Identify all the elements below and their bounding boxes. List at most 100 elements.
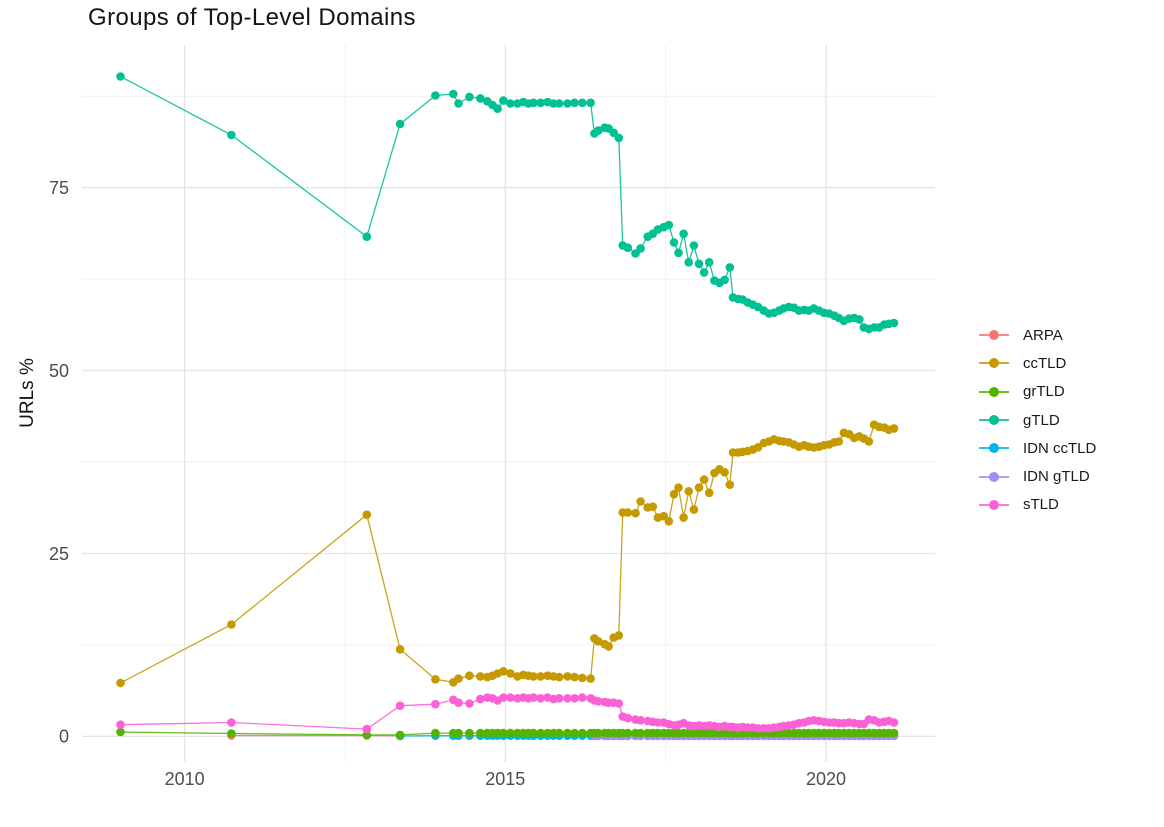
legend-key-icon xyxy=(979,442,1009,454)
data-point xyxy=(499,728,508,738)
x-tick-label: 2010 xyxy=(165,769,205,789)
data-point xyxy=(725,480,735,490)
data-point xyxy=(669,238,679,247)
data-point xyxy=(493,104,502,113)
x-tick-label: 2015 xyxy=(485,769,525,789)
legend-key-icon xyxy=(979,414,1009,426)
data-point xyxy=(454,674,463,683)
chart-title: Groups of Top-Level Domains xyxy=(88,4,416,31)
data-point xyxy=(431,91,440,100)
data-point xyxy=(506,728,515,738)
data-point xyxy=(563,694,572,703)
data-point xyxy=(623,508,633,517)
data-point xyxy=(476,728,485,738)
data-point xyxy=(431,675,440,684)
legend-key-icon xyxy=(979,329,1009,341)
data-point xyxy=(614,133,624,143)
data-point xyxy=(623,728,633,738)
y-tick-label: 0 xyxy=(59,727,69,747)
legend-dot-icon xyxy=(989,358,999,369)
data-point xyxy=(699,475,709,484)
data-point xyxy=(395,645,405,654)
data-point xyxy=(395,701,405,710)
data-point xyxy=(506,99,515,108)
data-point xyxy=(684,258,693,267)
data-point xyxy=(536,694,545,703)
data-point xyxy=(604,642,613,651)
data-point xyxy=(679,229,688,239)
data-point xyxy=(362,724,372,734)
data-point xyxy=(116,727,125,737)
data-point xyxy=(395,730,405,740)
data-point xyxy=(614,631,624,640)
legend-item-label: sTLD xyxy=(1023,496,1059,514)
legend-key-icon xyxy=(979,386,1009,398)
data-point xyxy=(594,697,603,706)
legend-dot-icon xyxy=(989,415,999,426)
legend-item-label: ARPA xyxy=(1023,326,1063,344)
data-point xyxy=(506,669,515,678)
y-tick-label: 25 xyxy=(49,544,69,564)
data-point xyxy=(689,241,699,250)
legend-key-icon xyxy=(979,471,1009,483)
data-point xyxy=(720,275,729,285)
data-point xyxy=(362,232,372,241)
data-point xyxy=(594,637,603,646)
data-point xyxy=(227,620,236,629)
data-point xyxy=(594,126,603,135)
data-point xyxy=(431,699,440,709)
data-point xyxy=(631,508,640,518)
data-point xyxy=(529,98,538,108)
data-point xyxy=(694,259,704,269)
data-point xyxy=(476,94,485,103)
data-point xyxy=(674,248,683,258)
data-point xyxy=(116,72,125,81)
data-point xyxy=(116,720,125,729)
data-point xyxy=(679,513,688,522)
legend-item-label: IDN ccTLD xyxy=(1023,439,1097,457)
data-point xyxy=(664,517,674,526)
data-point xyxy=(578,728,587,738)
data-point xyxy=(431,728,440,738)
data-point xyxy=(889,424,899,433)
data-point xyxy=(586,98,595,108)
data-point xyxy=(594,728,603,738)
data-point xyxy=(499,667,508,676)
data-point xyxy=(465,671,474,680)
data-point xyxy=(864,437,874,446)
data-point xyxy=(578,673,587,683)
data-point xyxy=(570,672,579,682)
data-point xyxy=(699,268,709,277)
data-point xyxy=(684,487,693,496)
data-point xyxy=(536,98,545,108)
data-point xyxy=(689,505,699,514)
data-point xyxy=(554,694,564,703)
legend-item-idn-gtld: IDN gTLD xyxy=(979,462,1096,490)
data-point xyxy=(465,92,474,102)
legend-dot-icon xyxy=(989,443,999,454)
data-point xyxy=(563,728,572,738)
legend-item-arpa: ARPA xyxy=(979,321,1096,349)
data-point xyxy=(529,693,538,702)
data-point xyxy=(694,483,704,492)
data-point xyxy=(449,89,458,99)
y-tick-label: 50 xyxy=(49,361,69,381)
data-point xyxy=(725,263,735,272)
data-point xyxy=(648,502,658,512)
data-point xyxy=(227,729,236,738)
data-point xyxy=(554,672,564,682)
data-point xyxy=(623,713,633,723)
legend-key-icon xyxy=(979,357,1009,369)
data-point xyxy=(889,318,899,328)
data-point xyxy=(563,672,572,681)
data-point xyxy=(476,672,485,681)
data-point xyxy=(554,99,564,108)
data-point xyxy=(116,678,125,688)
data-point xyxy=(636,497,645,506)
data-point xyxy=(636,728,645,738)
data-point xyxy=(623,243,633,252)
data-point xyxy=(536,672,545,681)
data-point xyxy=(476,694,485,704)
